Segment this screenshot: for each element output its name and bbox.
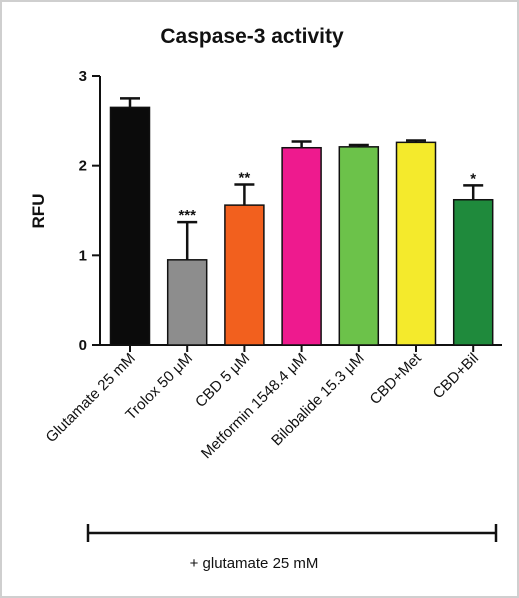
y-tick-label: 3 <box>79 68 87 85</box>
bar <box>452 198 494 346</box>
category-label: CBD+Met <box>367 349 426 408</box>
significance-label: *** <box>178 207 196 224</box>
significance-labels: ***** * <box>178 169 476 224</box>
significance-label: ** <box>239 169 251 186</box>
chart-title: Caspase-3 activity <box>160 25 344 48</box>
bar <box>224 204 265 346</box>
bar <box>395 141 437 346</box>
y-tick-label: 2 <box>79 158 87 175</box>
bar <box>166 259 208 346</box>
bar <box>109 106 151 346</box>
bar <box>338 146 380 346</box>
category-label: Glutamate 25 mM <box>43 350 139 446</box>
category-label: CBD+Bil <box>430 350 482 402</box>
category-label: CBD 5 μM <box>192 350 253 411</box>
error-bars <box>120 97 484 260</box>
bar <box>281 146 322 346</box>
y-tick-label: 1 <box>79 247 87 264</box>
glutamate-bracket: + glutamate 25 mM <box>86 524 498 572</box>
significance-label: * <box>470 170 476 187</box>
category-label: Metformin 1548.4 μM <box>198 350 310 462</box>
y-axis-title: RFU <box>29 194 48 229</box>
y-ticks: 0 1 2 3 <box>79 68 100 354</box>
y-tick-label: 0 <box>79 337 87 354</box>
bracket-label: + glutamate 25 mM <box>190 555 319 572</box>
